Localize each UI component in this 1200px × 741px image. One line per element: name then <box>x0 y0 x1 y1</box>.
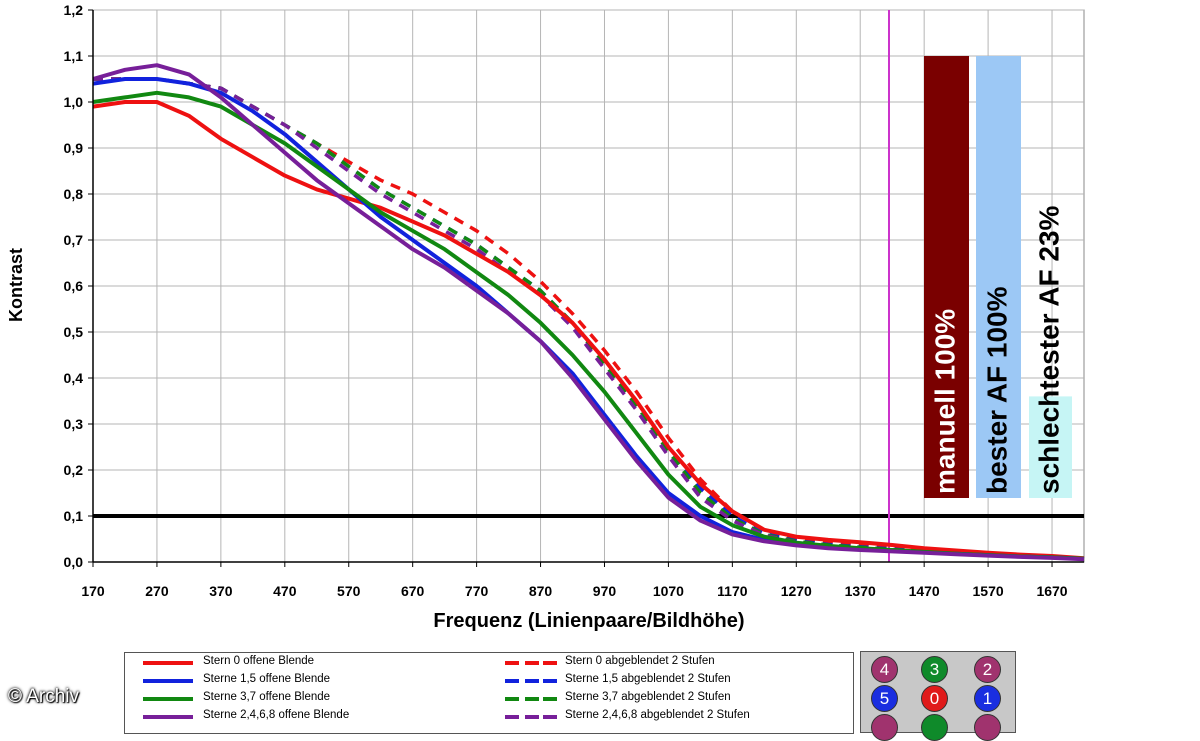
x-tick-label: 770 <box>465 583 489 599</box>
x-tick-label: 1370 <box>845 583 876 599</box>
sensor-point <box>921 714 948 741</box>
legend-swatch <box>143 715 193 719</box>
sensor-point: 4 <box>871 656 898 683</box>
legend-swatch <box>143 661 193 665</box>
x-tick-label: 1570 <box>973 583 1004 599</box>
legend-swatch <box>505 679 555 683</box>
sensor-point: 5 <box>871 685 898 712</box>
mtf-chart: manuell 100% bester AF 100% schlechtester … <box>0 0 1200 650</box>
y-tick-label: 1,0 <box>64 94 84 110</box>
sensor-point: 3 <box>921 656 948 683</box>
sensor-point: 1 <box>974 685 1001 712</box>
y-tick-label: 1,1 <box>64 48 84 64</box>
y-tick-label: 1,2 <box>64 2 84 18</box>
y-tick-label: 0,0 <box>64 554 84 570</box>
watermark: © Archiv <box>8 686 79 708</box>
x-tick-label: 870 <box>529 583 553 599</box>
focus-bar-label: schlechtester AF 23% <box>1034 205 1065 494</box>
y-axis-label: Kontrast <box>6 248 26 322</box>
x-tick-label: 1670 <box>1036 583 1067 599</box>
x-tick-label: 270 <box>145 583 169 599</box>
x-tick-label: 1170 <box>717 583 748 599</box>
x-tick-label: 1070 <box>653 583 684 599</box>
x-axis-label: Frequenz (Linienpaare/Bildhöhe) <box>433 610 744 632</box>
y-tick-label: 0,7 <box>64 232 84 248</box>
sensor-point: 2 <box>974 656 1001 683</box>
x-tick-label: 570 <box>337 583 361 599</box>
legend-label: Stern 0 offene Blende <box>203 655 314 667</box>
legend-swatch <box>143 697 193 701</box>
y-tick-label: 0,1 <box>64 508 84 524</box>
y-tick-label: 0,8 <box>64 186 84 202</box>
legend-label: Sterne 2,4,6,8 offene Blende <box>203 709 349 721</box>
focus-bar-label: bester AF 100% <box>982 286 1013 494</box>
y-tick-label: 0,3 <box>64 416 84 432</box>
x-tick-label: 670 <box>401 583 425 599</box>
x-tick-label: 370 <box>209 583 233 599</box>
sensor-point: 0 <box>921 685 948 712</box>
legend-label: Sterne 3,7 abgeblendet 2 Stufen <box>565 691 731 703</box>
y-tick-label: 0,4 <box>64 370 84 386</box>
y-tick-label: 0,5 <box>64 324 84 340</box>
legend-label: Sterne 1,5 offene Blende <box>203 673 330 685</box>
x-tick-label: 1270 <box>781 583 812 599</box>
sensor-point <box>974 714 1001 741</box>
x-tick-label: 170 <box>81 583 105 599</box>
y-tick-label: 0,2 <box>64 462 84 478</box>
legend-swatch <box>505 715 555 719</box>
focus-bar-label: manuell 100% <box>930 309 961 494</box>
legend-swatch <box>143 679 193 683</box>
y-tick-label: 0,6 <box>64 278 84 294</box>
x-tick-label: 470 <box>273 583 297 599</box>
x-tick-label: 1470 <box>909 583 940 599</box>
x-tick-label: 970 <box>593 583 617 599</box>
legend-swatch <box>505 661 555 665</box>
chart-legend: Stern 0 offene Blende Sterne 1,5 offene B… <box>124 652 854 734</box>
y-tick-label: 0,9 <box>64 140 84 156</box>
legend-label: Sterne 1,5 abgeblendet 2 Stufen <box>565 673 731 685</box>
legend-swatch <box>505 697 555 701</box>
sensor-point <box>871 714 898 741</box>
sensor-diagram: 432 501 <box>860 651 1016 733</box>
legend-label: Stern 0 abgeblendet 2 Stufen <box>565 655 715 667</box>
legend-label: Sterne 3,7 offene Blende <box>203 691 330 703</box>
legend-label: Sterne 2,4,6,8 abgeblendet 2 Stufen <box>565 709 750 721</box>
